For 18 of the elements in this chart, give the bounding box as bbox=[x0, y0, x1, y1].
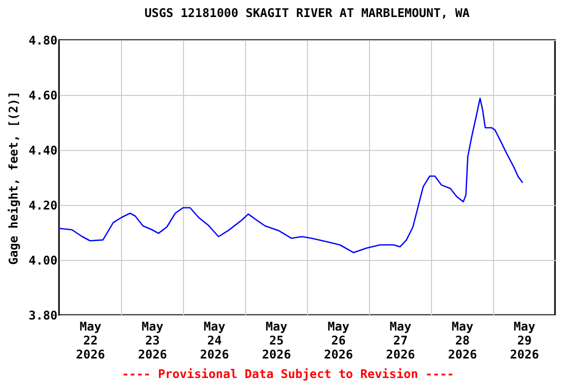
x-tick-label: May 27 2026 bbox=[386, 320, 415, 362]
chart-title: USGS 12181000 SKAGIT RIVER AT MARBLEMOUNT, WA bbox=[144, 6, 470, 20]
text: ---- Provisional Data Subject to Revision ---- bbox=[120, 367, 456, 381]
y-tick-label: 3.80 bbox=[28, 308, 58, 322]
x-tick-label: May 23 2026 bbox=[138, 320, 167, 362]
y-tick-label: 4.80 bbox=[28, 34, 58, 48]
y-tick-label: 4.00 bbox=[28, 254, 58, 268]
y-axis-title: Gage height, feet, [(2)] bbox=[6, 91, 21, 265]
y-tick-label: 4.40 bbox=[28, 144, 58, 158]
x-tick-label: May 29 2026 bbox=[510, 320, 539, 362]
x-tick-label: May 24 2026 bbox=[200, 320, 229, 362]
x-tick-label: May 25 2026 bbox=[262, 320, 291, 362]
x-tick-label: May 26 2026 bbox=[324, 320, 353, 362]
x-tick-label: May 28 2026 bbox=[448, 320, 477, 362]
y-tick-label: 4.60 bbox=[28, 88, 58, 102]
y-tick-label: 4.20 bbox=[28, 198, 58, 212]
line-series bbox=[58, 98, 524, 254]
x-tick-label: May 22 2026 bbox=[76, 320, 105, 362]
